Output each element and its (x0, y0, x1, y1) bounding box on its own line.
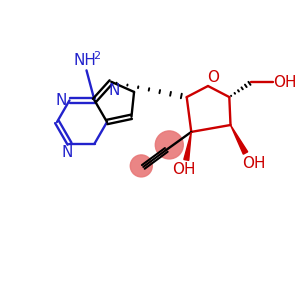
Text: NH: NH (73, 53, 96, 68)
Text: 2: 2 (93, 51, 100, 61)
Circle shape (155, 131, 183, 159)
Polygon shape (184, 132, 191, 160)
Text: O: O (207, 70, 219, 85)
Text: N: N (62, 145, 73, 160)
Text: OH: OH (242, 155, 265, 170)
Text: N: N (109, 83, 120, 98)
Text: N: N (56, 93, 67, 108)
Text: OH: OH (274, 75, 297, 90)
Text: OH: OH (172, 162, 196, 177)
Polygon shape (230, 125, 248, 154)
Circle shape (130, 155, 152, 177)
